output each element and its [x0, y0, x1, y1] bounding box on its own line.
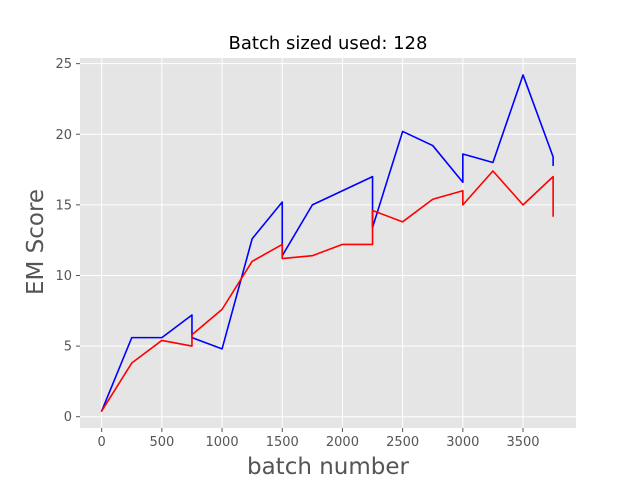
y-tick-label: 0 [64, 410, 72, 425]
x-tick-label: 2000 [326, 435, 359, 450]
chart-title: Batch sized used: 128 [229, 33, 428, 54]
x-tick-label: 1500 [266, 435, 299, 450]
x-tick-label: 0 [98, 435, 106, 450]
y-tick-label: 15 [55, 198, 72, 213]
x-tick-label: 3500 [506, 435, 539, 450]
x-tick-label: 1000 [206, 435, 239, 450]
plot-area [80, 58, 576, 428]
y-tick-label: 20 [55, 128, 72, 143]
y-tick-label: 25 [55, 57, 72, 72]
y-tick-label: 10 [55, 269, 72, 284]
y-tick-label: 5 [64, 340, 72, 355]
x-axis-label: batch number [247, 454, 410, 480]
x-tick-label: 2500 [386, 435, 419, 450]
series-line-1 [100, 74, 554, 412]
x-tick-label: 500 [149, 435, 174, 450]
y-axis-label: EM Score [23, 189, 49, 295]
x-tick-label: 3000 [446, 435, 479, 450]
series-line-2 [100, 170, 554, 412]
